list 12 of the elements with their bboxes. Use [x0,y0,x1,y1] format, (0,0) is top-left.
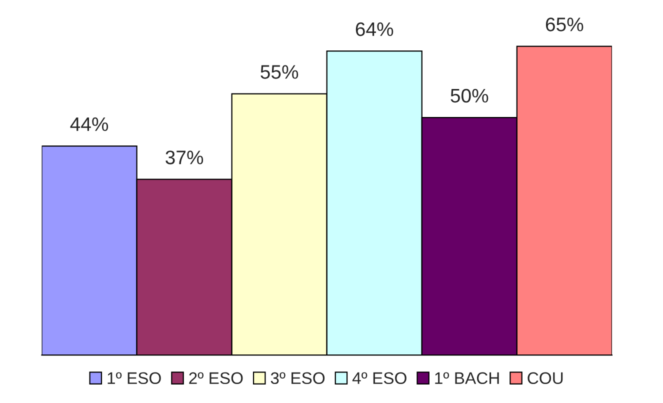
data-label: 64% [356,22,394,36]
legend-label: 4º ESO [352,372,406,384]
data-label: 37% [166,150,204,164]
legend-label: 1º ESO [108,372,161,384]
data-label: 50% [450,88,488,103]
data-label: 65% [546,18,584,32]
legend-label: COU [528,372,563,384]
legend-label: 3º ESO [270,372,325,384]
data-label: 55% [260,65,298,79]
data-label: 44% [70,117,108,132]
legend-label: 1º BACH [435,372,499,384]
legend-label: 2º ESO [189,372,243,384]
